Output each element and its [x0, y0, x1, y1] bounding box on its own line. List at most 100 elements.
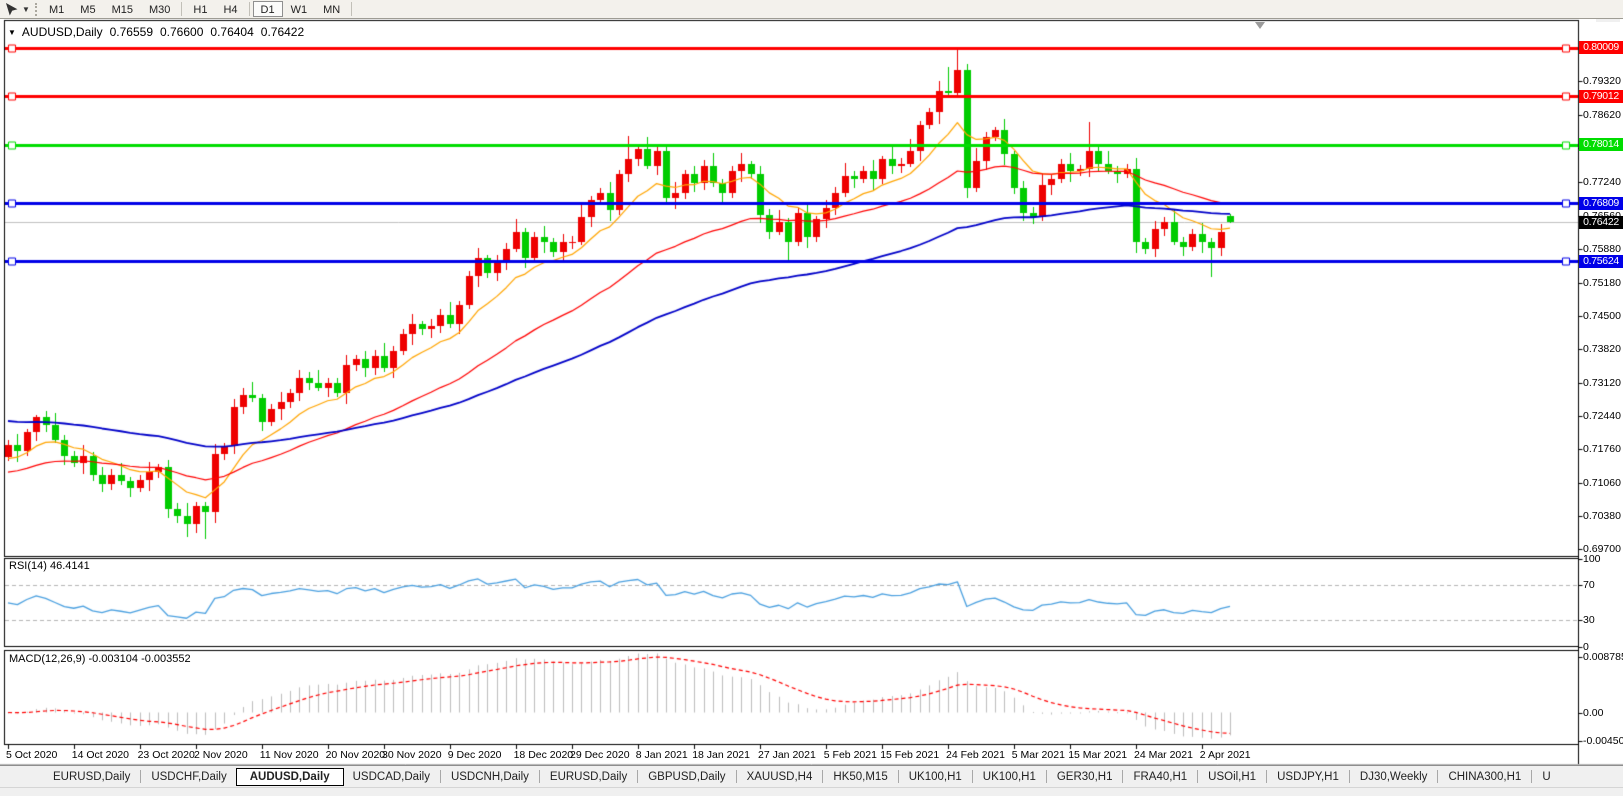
timeframe-button-d1[interactable]: D1 [252, 1, 283, 17]
date-axis-label: 29 Dec 2020 [570, 749, 630, 761]
date-axis-label: 2 Apr 2021 [1199, 749, 1251, 761]
toolbar-separator [181, 2, 183, 16]
price-axis-tick-label: 0.70380 [1583, 510, 1621, 523]
price-axis-tick-label: 0.75180 [1583, 276, 1621, 289]
tab-eurusd-daily[interactable]: EURUSD,Daily [549, 770, 628, 783]
date-axis-label: 5 Oct 2020 [6, 749, 58, 761]
date-axis-label: 15 Mar 2021 [1068, 749, 1128, 761]
timeframe-button-mn[interactable]: MN [323, 4, 341, 16]
hline-price-tag: 0.78014 [1579, 138, 1623, 152]
rsi-header: RSI(14) 46.4141 [9, 560, 90, 572]
tab-separator [1266, 770, 1268, 783]
tab-china300-h1[interactable]: CHINA300,H1 [1448, 770, 1522, 783]
timeframe-button-m5[interactable]: M5 [80, 4, 96, 16]
tab-separator [822, 770, 824, 783]
timeframe-button-h4[interactable]: H4 [223, 4, 238, 16]
tab-ger30-h1[interactable]: GER30,H1 [1056, 770, 1113, 783]
date-axis-label: 18 Jan 2021 [692, 749, 750, 761]
tab-gbpusd-daily[interactable]: GBPUSD,Daily [648, 770, 726, 783]
tab-dj30-weekly[interactable]: DJ30,Weekly [1359, 770, 1428, 783]
price-axis-tick-label: 0.78620 [1583, 109, 1621, 122]
price-axis-tick-label: 0.72440 [1583, 409, 1621, 422]
hline-price-tag: 0.75624 [1579, 254, 1623, 268]
tab-separator [897, 770, 899, 783]
price-axis-tick-label: 0.77240 [1583, 176, 1621, 189]
price-axis-tick-label: 0.79320 [1583, 75, 1621, 88]
price-chart-canvas[interactable] [0, 0, 1623, 765]
tab-separator [1348, 770, 1350, 783]
tab-xauusd-h4[interactable]: XAUUSD,H4 [746, 770, 813, 783]
cursor-tool-icon[interactable] [2, 1, 20, 17]
tab-separator [1437, 770, 1439, 783]
tab-usdcnh-daily[interactable]: USDCNH,Daily [450, 770, 529, 783]
date-axis-label: 11 Nov 2020 [259, 749, 319, 761]
hline-price-tag: 0.80009 [1579, 41, 1623, 55]
timeframe-button-m1[interactable]: M1 [49, 4, 65, 16]
chart-open-value: 0.76559 [109, 25, 153, 39]
date-axis-label: 23 Oct 2020 [137, 749, 195, 761]
price-axis-tick-label: 0.71760 [1583, 443, 1621, 455]
tab-usdcad-daily[interactable]: USDCAD,Daily [352, 770, 430, 783]
tab-separator [1045, 770, 1047, 783]
price-axis-tick-label: 0.74500 [1583, 309, 1621, 322]
rsi-scale-label: 0 [1583, 640, 1589, 653]
tab-fra40-h1[interactable]: FRA40,H1 [1133, 770, 1188, 783]
macd-header: MACD(12,26,9) -0.003104 -0.003552 [9, 653, 191, 665]
tab-uk100-h1[interactable]: UK100,H1 [908, 770, 962, 783]
chart-low-value: 0.76404 [210, 25, 254, 39]
rsi-scale-label: 30 [1583, 614, 1595, 627]
macd-scale-label: 0.008785 [1583, 650, 1623, 663]
toolbar: ▼ M1 M5 M15 M30 H1 H4 D1 W1 MN [0, 0, 1623, 19]
date-axis-label: 5 Mar 2021 [1011, 749, 1065, 761]
price-axis-tick-label: 0.69700 [1583, 543, 1621, 556]
chart-collapse-icon[interactable]: ▼ [8, 27, 16, 37]
current-price-tag: 0.76422 [1579, 215, 1623, 229]
date-axis-label: 24 Mar 2021 [1134, 749, 1193, 761]
tab-separator [1531, 770, 1533, 783]
tab-usoil-h1[interactable]: USOil,H1 [1208, 770, 1257, 783]
chart-symbol-label: AUDUSD,Daily [21, 25, 103, 39]
date-axis-label: 5 Feb 2021 [823, 749, 877, 761]
hline-price-tag: 0.79012 [1579, 89, 1623, 103]
tab-eurusd-daily[interactable]: EURUSD,Daily [53, 770, 131, 783]
date-axis-label: 15 Feb 2021 [880, 749, 940, 761]
tab-uk100-h1[interactable]: UK100,H1 [982, 770, 1036, 783]
chart-high-value: 0.76600 [160, 25, 204, 39]
tab-separator [439, 770, 441, 783]
tab-hk50-m15[interactable]: HK50,M15 [833, 770, 888, 783]
timeframe-button-w1[interactable]: W1 [290, 4, 308, 16]
macd-scale-label: -0.004503 [1583, 734, 1623, 747]
price-axis-tick-label: 0.73820 [1583, 342, 1621, 355]
chart-close-value: 0.76422 [260, 25, 305, 39]
tab-separator [1197, 770, 1199, 783]
tab-separator [538, 770, 540, 783]
date-axis-label: 24 Feb 2021 [946, 749, 1005, 761]
rsi-scale-label: 70 [1583, 579, 1595, 592]
tab-separator [637, 770, 639, 783]
timeframe-button-m15[interactable]: M15 [111, 4, 133, 16]
toolbar-separator [351, 2, 353, 16]
macd-scale-label: 0.00 [1583, 706, 1604, 719]
date-axis-label: 8 Jan 2021 [635, 749, 688, 761]
timeframe-button-h1[interactable]: H1 [193, 4, 208, 16]
tab-separator [1122, 770, 1124, 783]
date-axis-label: 30 Nov 2020 [382, 749, 442, 761]
symbol-tab-bar: EURUSD,Daily USDCHF,Daily AUDUSD,Daily USDC… [0, 765, 1623, 787]
date-axis-label: 14 Oct 2020 [71, 749, 130, 761]
tab-separator [140, 770, 142, 783]
date-axis-label: 18 Dec 2020 [513, 749, 574, 761]
timeframe-button-group: M1 M5 M15 M30 H1 H4 D1 W1 MN [41, 1, 355, 17]
date-axis-label: 27 Jan 2021 [758, 749, 816, 761]
tab-separator [971, 770, 973, 783]
tab-audusd-daily[interactable]: AUDUSD,Daily [235, 767, 344, 786]
toolbar-separator [248, 2, 250, 16]
tab-usdchf-daily[interactable]: USDCHF,Daily [151, 770, 227, 783]
rsi-scale-label: 100 [1583, 553, 1601, 566]
price-axis-tick-label: 0.75880 [1583, 242, 1621, 255]
chart-shift-marker-icon[interactable] [1255, 22, 1265, 29]
tab-u[interactable]: U [1542, 770, 1551, 783]
cursor-tool-caret-icon[interactable]: ▼ [22, 4, 30, 14]
tab-usdjpy-h1[interactable]: USDJPY,H1 [1277, 770, 1339, 783]
timeframe-button-m30[interactable]: M30 [148, 4, 171, 16]
